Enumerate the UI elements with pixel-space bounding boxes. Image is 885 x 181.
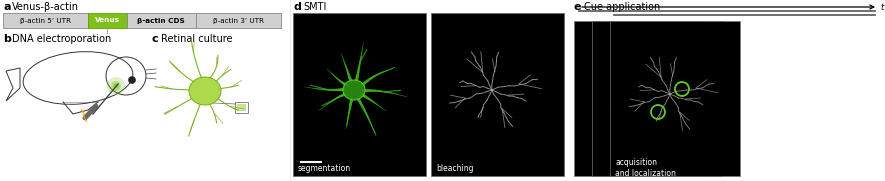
- Bar: [610, 21, 740, 176]
- Text: β-actin 5’ UTR: β-actin 5’ UTR: [20, 18, 71, 24]
- Text: a: a: [3, 2, 11, 12]
- Text: SMTI: SMTI: [303, 2, 327, 12]
- Bar: [592, 21, 722, 176]
- Bar: [88, 13, 127, 28]
- Polygon shape: [81, 109, 87, 122]
- Bar: [235, 102, 248, 113]
- Bar: [3, 13, 88, 28]
- Circle shape: [111, 81, 121, 91]
- Text: e: e: [574, 2, 581, 12]
- Bar: [196, 13, 281, 28]
- Text: Venus-β-actin: Venus-β-actin: [12, 2, 79, 12]
- Bar: [431, 13, 564, 176]
- Text: c: c: [152, 34, 158, 44]
- Text: acquisition
and localization: acquisition and localization: [615, 158, 676, 178]
- Circle shape: [128, 77, 135, 83]
- Text: bleaching: bleaching: [436, 164, 473, 173]
- Text: b: b: [3, 34, 11, 44]
- Bar: [293, 13, 426, 176]
- Ellipse shape: [343, 80, 365, 100]
- Text: segmentation: segmentation: [298, 164, 351, 173]
- Bar: [574, 21, 704, 176]
- Ellipse shape: [189, 77, 221, 105]
- Bar: [237, 104, 246, 111]
- Text: d: d: [293, 2, 301, 12]
- Bar: [127, 13, 196, 28]
- Text: β-actin 3’ UTR: β-actin 3’ UTR: [212, 18, 264, 24]
- Text: β-actin CDS: β-actin CDS: [137, 18, 185, 24]
- Text: Cue application: Cue application: [584, 2, 660, 12]
- Text: DNA electroporation: DNA electroporation: [12, 34, 112, 44]
- Text: Venus: Venus: [95, 18, 120, 24]
- Text: t: t: [880, 3, 883, 12]
- Circle shape: [107, 77, 125, 95]
- Circle shape: [113, 83, 119, 89]
- Text: Retinal culture: Retinal culture: [161, 34, 233, 44]
